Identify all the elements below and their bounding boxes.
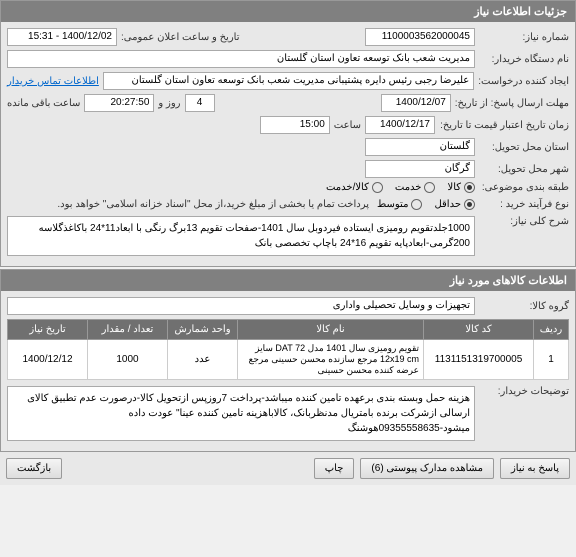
creator-label: ایجاد کننده درخواست: [478,76,569,87]
deadline-days-label: روز و [158,98,180,109]
group-value: تجهیزات و وسایل تحصیلی واداری [7,297,475,315]
grouping-radio-group: کالا خدمت کالا/خدمت [326,182,475,193]
cell-qty: 1000 [88,340,168,380]
print-button[interactable]: چاپ [314,458,355,479]
goods-info-panel: اطلاعات کالاهای مورد نیاز گروه کالا: تجه… [0,269,576,452]
cell-name: تقویم رومیزی سال 1401 مدل DAT 72 سایز 12… [238,340,424,380]
reply-button[interactable]: پاسخ به نیاز [500,458,570,479]
process-option-1[interactable]: متوسط [377,199,422,210]
cell-index: 1 [534,340,569,380]
process-option-0[interactable]: حداقل [434,199,475,210]
radio-icon [464,182,475,193]
need-details-panel: جزئیات اطلاعات نیاز شماره نیاز: 11000035… [0,0,576,267]
device-name-label: نام دستگاه خریدار: [479,54,569,65]
table-row: 1 1131151319700005 تقویم رومیزی سال 1401… [8,340,569,380]
need-number-label: شماره نیاز: [479,32,569,43]
radio-icon [372,182,383,193]
th-code: کد کالا [424,320,534,340]
deadline-date: 1400/12/07 [381,94,451,112]
notes-label: توضیحات خریدار: [479,386,569,397]
grouping-option-0[interactable]: کالا [447,182,475,193]
radio-icon [411,199,422,210]
desc-label: شرح کلی نیاز: [479,216,569,227]
validity-label: زمان تاریخ اعتبار قیمت تا تاریخ: [439,120,569,131]
province-label: استان محل تحویل: [479,142,569,153]
announce-date-value: 1400/12/02 - 15:31 [7,28,117,46]
panel2-title: اطلاعات کالاهای مورد نیاز [1,270,575,291]
radio-icon [464,199,475,210]
notes-value: هزینه حمل وبسته بندی برعهده تامین کننده … [7,386,475,441]
validity-time-label: ساعت [334,120,361,131]
th-name: نام کالا [238,320,424,340]
panel1-title: جزئیات اطلاعات نیاز [1,1,575,22]
th-qty: تعداد / مقدار [88,320,168,340]
creator-value: علیرضا رجبی رئیس دایره پشتیبانی مدیریت ش… [103,72,474,90]
city-label: شهر محل تحویل: [479,164,569,175]
grouping-option-1[interactable]: خدمت [395,182,436,193]
th-index: ردیف [534,320,569,340]
deadline-label: مهلت ارسال پاسخ: از تاریخ: [455,98,569,109]
device-name-value: مدیریت شعب بانک توسعه تعاون استان گلستان [7,50,475,68]
table-header-row: ردیف کد کالا نام کالا واحد شمارش تعداد /… [8,320,569,340]
announce-date-label: تاریخ و ساعت اعلان عمومی: [121,32,240,43]
city-value: گرگان [365,160,475,178]
cell-unit: عدد [168,340,238,380]
process-radio-group: حداقل متوسط [377,199,475,210]
radio-icon [424,182,435,193]
th-unit: واحد شمارش [168,320,238,340]
deadline-days: 4 [185,94,215,112]
process-note: پرداخت تمام یا بخشی از مبلغ خرید،از محل … [53,197,373,212]
back-button[interactable]: بازگشت [6,458,62,479]
cell-date: 1400/12/12 [8,340,88,380]
grouping-option-2[interactable]: کالا/خدمت [326,182,383,193]
process-label: نوع فرآیند خرید : [479,199,569,210]
grouping-label: طبقه بندی موضوعی: [479,182,569,193]
goods-table: ردیف کد کالا نام کالا واحد شمارش تعداد /… [7,319,569,380]
th-date: تاریخ نیاز [8,320,88,340]
need-number-value: 1100003562000045 [365,28,475,46]
deadline-time: 20:27:50 [84,94,154,112]
attachments-button[interactable]: مشاهده مدارک پیوستی (6) [360,458,494,479]
cell-code: 1131151319700005 [424,340,534,380]
desc-value: 1000جلدتقویم رومیزی ایستاده فیردوبل سال … [7,216,475,256]
validity-date: 1400/12/17 [365,116,435,134]
province-value: گلستان [365,138,475,156]
contact-link[interactable]: اطلاعات تماس خریدار [7,76,99,87]
group-label: گروه کالا: [479,301,569,312]
button-row: پاسخ به نیاز مشاهده مدارک پیوستی (6) چاپ… [0,452,576,485]
validity-time: 15:00 [260,116,330,134]
deadline-remaining: ساعت باقی مانده [7,98,80,109]
